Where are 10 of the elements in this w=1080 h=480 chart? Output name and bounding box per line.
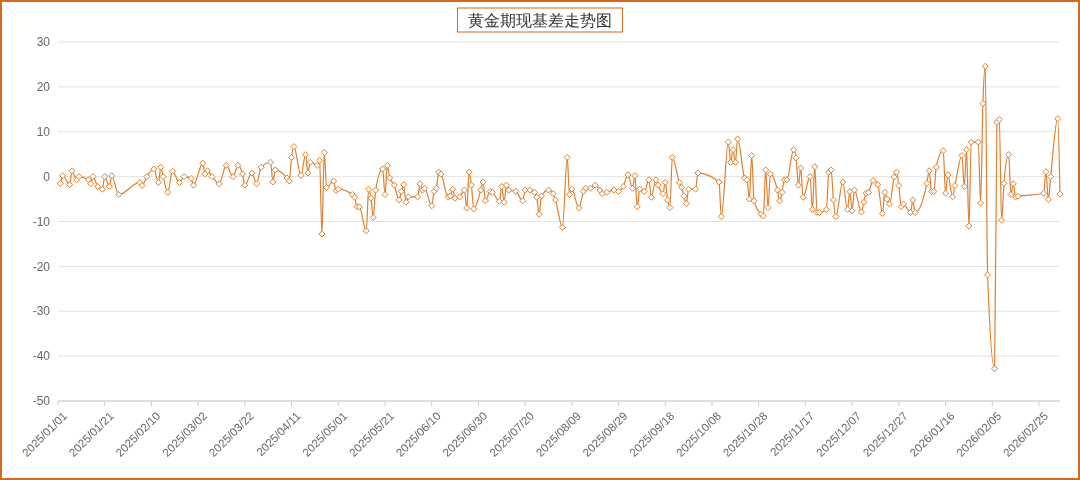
y-tick-label: -30 (32, 304, 51, 319)
chart-title: 黄金期现基差走势图 (468, 10, 612, 30)
y-tick-label: -50 (32, 394, 51, 409)
y-tick-label: 20 (36, 80, 51, 95)
y-tick-label: 30 (36, 35, 51, 50)
y-tick-label: -20 (32, 259, 51, 274)
y-tick-label: -10 (32, 214, 51, 229)
y-tick-label: 0 (43, 169, 51, 184)
y-tick-label: -40 (32, 349, 51, 364)
y-tick-label: 10 (36, 124, 51, 139)
